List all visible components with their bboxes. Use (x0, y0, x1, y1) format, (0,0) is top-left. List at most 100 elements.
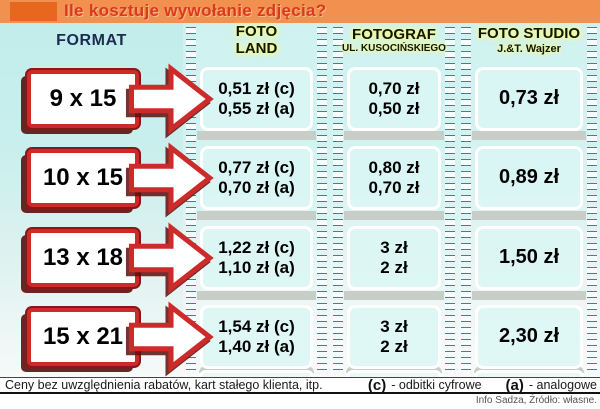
film-frame-price: 0,70 zł 0,50 zł (347, 66, 441, 131)
film-frame-price: 0,51 zł (c) 0,55 zł (a) (200, 66, 313, 131)
film-frame-price: 3 zł 2 zł (347, 225, 441, 290)
frame-gap (472, 131, 586, 140)
film-perforation-column (333, 25, 343, 375)
price-line: 0,70 zł (a) (218, 178, 295, 198)
price-line: 0,55 zł (a) (218, 98, 295, 118)
partial-film-frame (199, 370, 314, 377)
format-label: 15 x 21 (42, 323, 124, 351)
source-credit: Info Sadza, Źródło: własne. (475, 395, 597, 406)
frame-gap (344, 211, 444, 220)
price-line: 1,40 zł (a) (218, 337, 295, 357)
legend-symbol-a: (a) (505, 376, 524, 394)
price-cell: 1,22 zł (c) 1,10 zł (a) (183, 218, 330, 298)
film-frame-price: 0,73 zł (475, 66, 583, 131)
price-cell: 0,80 zł 0,70 zł (330, 139, 458, 219)
price-line: 0,80 zł (368, 158, 420, 178)
format-box: 13 x 18 (27, 228, 139, 287)
column-header-foto-studio: FOTO STUDIO J.&T. Wajzer (458, 23, 600, 59)
title-bar: Ile kosztuje wywołanie zdjęcia? (0, 0, 600, 23)
price-line: 1,54 zł (c) (218, 317, 295, 337)
film-frame-price: 2,30 zł (475, 305, 583, 370)
price-cell: 0,89 zł (458, 139, 600, 219)
film-frame-price: 3 zł 2 zł (347, 305, 441, 370)
film-frame-price: 0,89 zł (475, 146, 583, 211)
film-frame-price: 0,77 zł (c) 0,70 zł (a) (200, 146, 313, 211)
price-disclaimer: Ceny bez uwzględnienia rabatów, kart sta… (5, 378, 323, 392)
price-line: 1,22 zł (c) (218, 237, 295, 257)
column-header-line2: LAND (235, 40, 278, 57)
frame-gap (472, 211, 586, 220)
price-line: 0,77 zł (c) (218, 158, 295, 178)
film-frame-price: 1,50 zł (475, 225, 583, 290)
frame-gap (197, 291, 316, 300)
price-line: 0,70 zł (368, 78, 420, 98)
legend-label-c: - odbitki cyfrowe (391, 378, 482, 392)
price-table: FORMAT FOTO LAND FOTOGRAF UL. KUSOCIŃSKI… (0, 23, 600, 377)
price-line: 0,50 zł (368, 98, 420, 118)
price-line: 3 zł (380, 317, 408, 337)
column-header-line2: J.&T. Wajzer (497, 42, 561, 55)
format-cell: 9 x 15 (0, 59, 214, 139)
frame-gap (197, 211, 316, 220)
film-frame-price: 0,80 zł 0,70 zł (347, 146, 441, 211)
price-line: 0,73 zł (498, 86, 560, 109)
price-line: 3 zł (380, 237, 408, 257)
column-header-fotograf: FOTOGRAF UL. KUSOCIŃSKIEGO (330, 23, 458, 59)
film-frame-price: 1,54 zł (c) 1,40 zł (a) (200, 305, 313, 370)
format-header-label: FORMAT (56, 32, 127, 49)
price-cell: 3 zł 2 zł (330, 298, 458, 378)
title-accent-square (10, 2, 57, 21)
table-grid: FORMAT FOTO LAND FOTOGRAF UL. KUSOCIŃSKI… (0, 23, 600, 377)
format-cell: 10 x 15 (0, 139, 214, 219)
page-title: Ile kosztuje wywołanie zdjęcia? (64, 1, 327, 20)
frame-gap (344, 291, 444, 300)
price-cell: 0,77 zł (c) 0,70 zł (a) (183, 139, 330, 219)
price-cell: 2,30 zł (458, 298, 600, 378)
column-header-foto-land: FOTO LAND (183, 23, 330, 59)
right-arrow-icon (128, 222, 214, 294)
price-cell: 1,54 zł (c) 1,40 zł (a) (183, 298, 330, 378)
format-label: 13 x 18 (42, 243, 124, 271)
frame-gap (344, 131, 444, 140)
format-box: 9 x 15 (27, 69, 139, 128)
format-cell: 15 x 21 (0, 298, 214, 378)
column-header-line2: UL. KUSOCIŃSKIEGO (342, 43, 446, 55)
price-cell: 0,70 zł 0,50 zł (330, 59, 458, 139)
partial-film-frame (346, 370, 442, 377)
format-label: 10 x 15 (42, 164, 124, 192)
right-arrow-icon (128, 301, 214, 373)
price-cell: 0,73 zł (458, 59, 600, 139)
column-header-format: FORMAT (0, 23, 183, 59)
price-line: 1,10 zł (a) (218, 257, 295, 277)
price-line: 1,50 zł (498, 245, 560, 268)
right-arrow-icon (128, 142, 214, 214)
price-cell: 3 zł 2 zł (330, 218, 458, 298)
film-frame-price: 1,22 zł (c) 1,10 zł (a) (200, 225, 313, 290)
legend-label-a: - analogowe (528, 378, 597, 392)
format-box: 10 x 15 (27, 149, 139, 208)
price-line: 0,70 zł (368, 178, 420, 198)
price-line: 2,30 zł (498, 325, 560, 348)
partial-film-frame (474, 370, 584, 377)
footnote-bar: Ceny bez uwzględnienia rabatów, kart sta… (0, 377, 600, 394)
legend-symbol-c: (c) (367, 376, 387, 394)
column-header-line1: FOTO (235, 23, 278, 41)
price-cell: 0,51 zł (c) 0,55 zł (a) (183, 59, 330, 139)
film-perforation-column (461, 25, 471, 375)
format-box: 15 x 21 (27, 308, 139, 367)
legend: (c) - odbitki cyfrowe (a) - analogowe (368, 377, 597, 394)
price-cell: 1,50 zł (458, 218, 600, 298)
right-arrow-icon (128, 63, 214, 135)
column-header-line1: FOTO STUDIO (477, 25, 581, 42)
format-label: 9 x 15 (49, 84, 117, 112)
price-line: 2 zł (380, 337, 408, 357)
price-line: 0,51 zł (c) (218, 78, 295, 98)
film-perforation-column (445, 25, 455, 375)
film-perforation-column (587, 25, 597, 375)
frame-gap (197, 131, 316, 140)
frame-gap (472, 291, 586, 300)
film-perforation-column (186, 25, 196, 375)
price-line: 0,89 zł (498, 166, 560, 189)
column-header-line1: FOTOGRAF (352, 25, 436, 43)
